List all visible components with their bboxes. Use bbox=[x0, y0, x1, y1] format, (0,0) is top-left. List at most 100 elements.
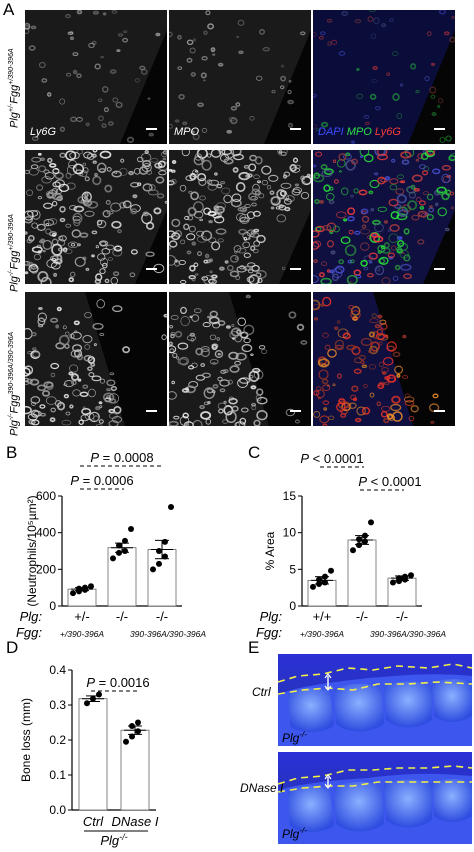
data-point bbox=[122, 548, 128, 554]
tissue-texture bbox=[169, 10, 311, 144]
y-tick-label: 200 bbox=[36, 562, 56, 576]
y-tick-label: 0.4 bbox=[49, 663, 66, 677]
data-point bbox=[135, 728, 141, 735]
row-label-fgg: Fgg: bbox=[16, 625, 42, 640]
data-point bbox=[122, 537, 128, 544]
tissue-texture bbox=[313, 10, 455, 144]
data-point bbox=[116, 542, 122, 549]
dental-genotype-dnase: Plg-/- bbox=[282, 826, 307, 841]
x-tick-label: DNase I bbox=[112, 814, 159, 829]
y-tick-label: 0 bbox=[49, 599, 56, 613]
micrograph-r2-merge bbox=[313, 150, 455, 284]
dental-photo bbox=[278, 654, 472, 746]
data-point bbox=[70, 590, 76, 597]
tissue-texture bbox=[25, 150, 167, 284]
micrograph-r3-merge bbox=[313, 292, 455, 426]
category-label-plg: -/- bbox=[116, 609, 128, 624]
y-tick-label: 0.2 bbox=[49, 733, 66, 747]
data-point bbox=[96, 691, 102, 698]
data-point bbox=[390, 579, 396, 586]
tissue-texture bbox=[169, 150, 311, 284]
data-point bbox=[328, 567, 334, 574]
scale-bar bbox=[290, 268, 301, 270]
stain-label-ly6g: Ly6G bbox=[30, 126, 57, 138]
chart-d: 0.0 0.1 0.2 0.3 0.4 Bone loss (mm) P = 0.0016 C… bbox=[19, 663, 159, 848]
data-point bbox=[362, 538, 368, 545]
data-point bbox=[162, 553, 168, 560]
data-point bbox=[110, 555, 116, 562]
y-tick-label: 400 bbox=[36, 526, 56, 540]
chart-c: 0 5 10 15 % Area P < 0.0001 P < 0.0001 Plg: +/+ -… bbox=[256, 451, 446, 640]
y-tick-label: 0.0 bbox=[49, 803, 66, 817]
data-point bbox=[316, 581, 322, 587]
micrograph-r3-ly6g bbox=[25, 292, 167, 426]
scale-bar bbox=[434, 268, 445, 270]
y-tick-label: 0.1 bbox=[49, 768, 66, 782]
y-tick-label: 0 bbox=[289, 599, 296, 613]
stain-label-mpo: MPO bbox=[174, 126, 200, 138]
scale-bar bbox=[146, 128, 157, 130]
row-label-fgg: Fgg: bbox=[256, 625, 282, 640]
tissue-texture bbox=[313, 150, 455, 284]
micrograph-r3-mpo bbox=[169, 292, 311, 426]
data-point bbox=[90, 695, 96, 702]
y-axis-label: % Area bbox=[263, 531, 277, 570]
row-label-1: Plg+/-Fgg+/390-396A bbox=[8, 48, 21, 128]
y-axis-label: (Neutrophils/10⁵µm²) bbox=[25, 495, 39, 606]
dental-genotype-ctrl: Plg-/- bbox=[282, 730, 307, 745]
category-label-plg: -/- bbox=[156, 609, 168, 624]
dental-condition-ctrl: Ctrl bbox=[252, 685, 271, 699]
tissue-texture bbox=[169, 292, 308, 426]
micrograph-r2-mpo bbox=[169, 150, 311, 284]
scale-bar bbox=[290, 410, 301, 412]
data-point bbox=[84, 700, 90, 707]
scale-bar bbox=[434, 128, 445, 130]
p-value-label: P < 0.0001 bbox=[358, 474, 421, 489]
data-point bbox=[316, 576, 322, 583]
dental-image-ctrl bbox=[278, 654, 472, 746]
row-label-2: Plg-/-Fgg+/390-396A bbox=[8, 214, 21, 292]
category-label-fgg: 390-396A/390-396A bbox=[370, 629, 446, 639]
category-label-plg: +/- bbox=[74, 609, 90, 624]
p-value-label: P = 0.0006 bbox=[70, 473, 133, 488]
data-point bbox=[116, 549, 122, 556]
data-point bbox=[88, 583, 94, 590]
micrograph-r1-merge: DAPI MPO Ly6G bbox=[313, 10, 455, 144]
scale-bar bbox=[434, 410, 445, 412]
y-tick-label: 5 bbox=[289, 562, 296, 576]
data-point bbox=[162, 538, 168, 545]
dental-photo bbox=[278, 752, 472, 844]
dental-condition-dnase: DNase I bbox=[240, 781, 284, 795]
y-axis-label: Bone loss (mm) bbox=[19, 698, 33, 782]
y-tick-label: 600 bbox=[36, 489, 56, 503]
data-point bbox=[362, 532, 368, 539]
data-point bbox=[76, 585, 82, 592]
y-tick-label: 10 bbox=[283, 526, 297, 540]
category-label-fgg: +/390-396A bbox=[60, 629, 105, 639]
panel-letter-a: A bbox=[3, 0, 15, 19]
data-point bbox=[129, 723, 135, 729]
micrograph-r1-mpo: MPO bbox=[169, 10, 311, 144]
category-label-fgg: +/390-396A bbox=[300, 629, 345, 639]
stain-label-merge: DAPI MPO Ly6G bbox=[318, 126, 401, 138]
x-tick-label: Ctrl bbox=[83, 814, 104, 829]
data-point bbox=[368, 519, 374, 526]
data-point bbox=[128, 526, 134, 532]
y-tick-label: 15 bbox=[283, 489, 297, 503]
dental-image-dnase bbox=[278, 752, 472, 844]
p-value-label: P = 0.0016 bbox=[86, 675, 149, 690]
p-value-label: P = 0.0008 bbox=[90, 450, 153, 465]
scale-bar bbox=[290, 128, 301, 130]
data-point bbox=[168, 504, 174, 510]
group-label: Plg-/- bbox=[100, 832, 127, 848]
micrograph-r2-ly6g bbox=[25, 150, 167, 284]
data-point bbox=[356, 536, 362, 543]
data-point bbox=[310, 583, 316, 590]
data-point bbox=[82, 584, 88, 591]
tissue-texture bbox=[313, 292, 440, 426]
micrograph-r1-ly6g: Ly6G bbox=[25, 10, 167, 144]
data-point bbox=[150, 566, 156, 573]
tissue-texture bbox=[25, 292, 167, 426]
p-value-label: P < 0.0001 bbox=[300, 451, 363, 466]
panel-letter-b: B bbox=[6, 443, 18, 462]
